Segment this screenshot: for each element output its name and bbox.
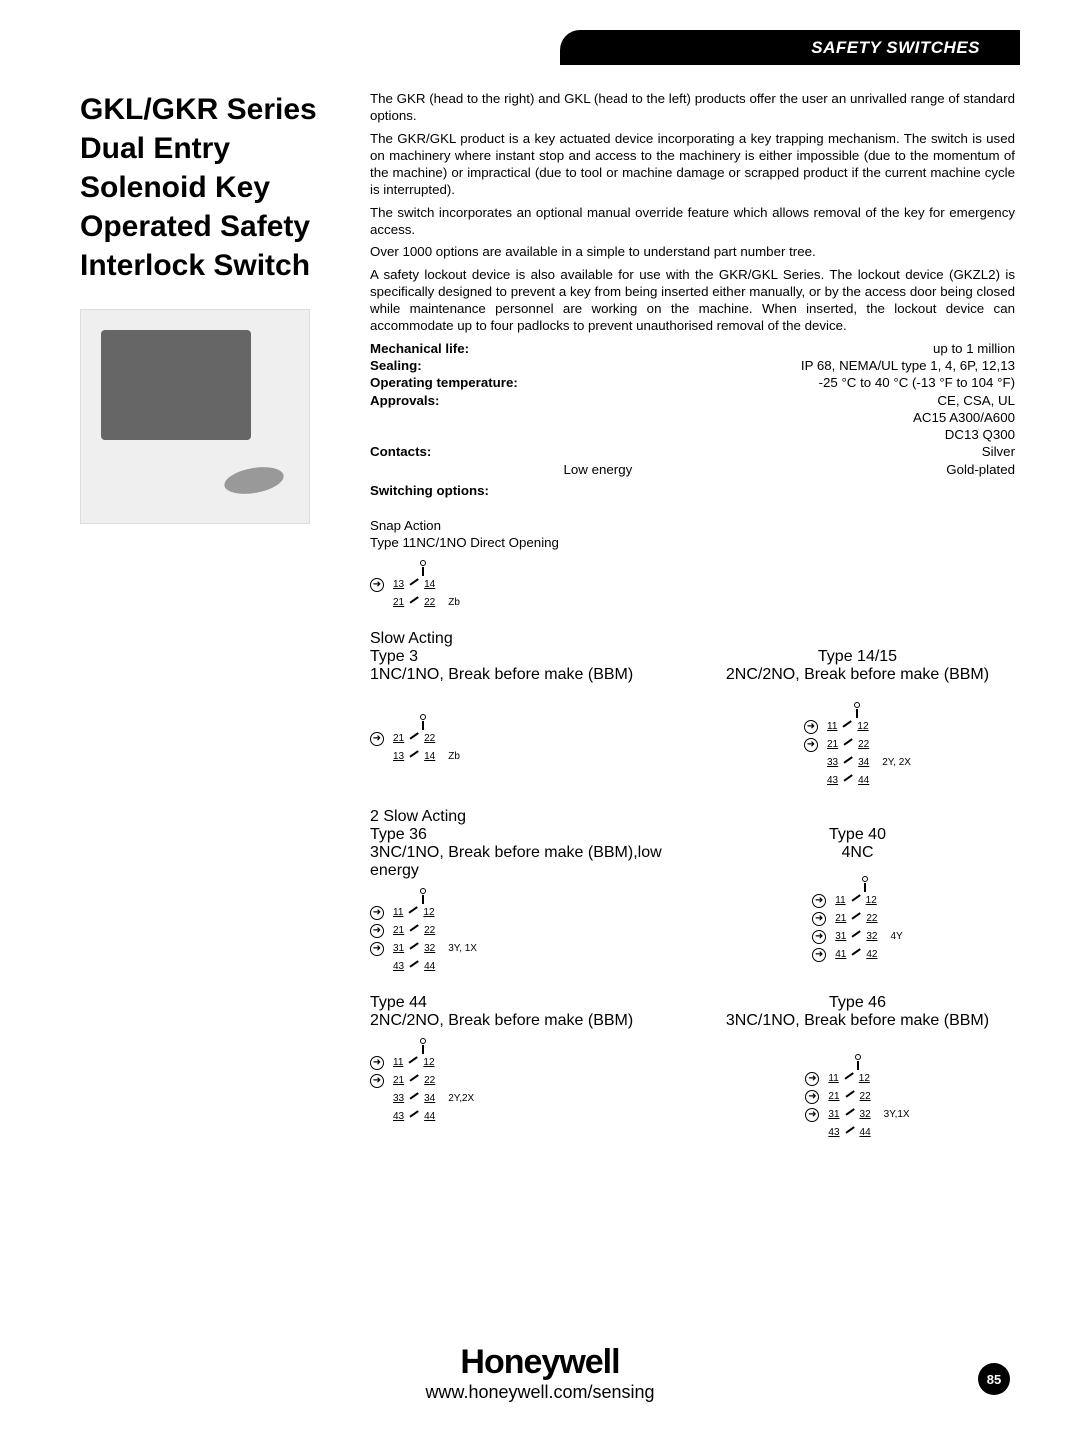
spec-approvals-line3: DC13 Q300 [370, 426, 1015, 443]
brand-logo-text: Honeywell [0, 1343, 1080, 1382]
intro-p5: A safety lockout device is also availabl… [370, 266, 1015, 335]
left-column: GKL/GKR Series Dual Entry Solenoid Key O… [80, 90, 355, 524]
switching-left: Type 44 2NC/2NO, Break before make (BBM)… [370, 994, 670, 1142]
switching-line: 2NC/2NO, Break before make (BBM) [370, 1012, 670, 1030]
page-title: GKL/GKR Series Dual Entry Solenoid Key O… [80, 90, 355, 285]
switching-left: Slow Acting Type 3 1NC/1NO, Break before… [370, 630, 670, 790]
spec-contacts-line2: Low energy Gold-plated [370, 461, 1015, 478]
contact-diagram: ➜21221314Zb [370, 714, 460, 766]
switching-line: Type 11NC/1NO Direct Opening [370, 534, 1015, 551]
spec-approvals: Approvals: CE, CSA, UL [370, 392, 1015, 409]
switching-line: 4NC [700, 844, 1015, 862]
spec-value: DC13 Q300 [945, 426, 1015, 443]
switching-options-label: Switching options: [370, 482, 1015, 499]
spec-mechanical-life: Mechanical life: up to 1 million [370, 340, 1015, 357]
spec-label: Sealing: [370, 357, 422, 374]
spec-value: -25 °C to 40 °C (-13 °F to 104 °F) [819, 374, 1015, 391]
intro-p2: The GKR/GKL product is a key actuated de… [370, 130, 1015, 199]
switching-line: Type 40 [700, 826, 1015, 844]
contact-diagram: ➜1112➜2122➜31323Y,1X4344 [805, 1054, 909, 1142]
switching-pair-2: 2 Slow Acting Type 36 3NC/1NO, Break bef… [370, 808, 1015, 976]
switching-line: 2NC/2NO, Break before make (BBM) [700, 666, 1015, 684]
spec-label: Contacts: [370, 443, 431, 460]
switching-line: Type 46 [700, 994, 1015, 1012]
contact-diagram: ➜1112➜2122➜31323Y, 1X4344 [370, 888, 477, 976]
footer: Honeywell www.honeywell.com/sensing [0, 1343, 1080, 1403]
spec-value: up to 1 million [933, 340, 1015, 357]
spec-operating-temperature: Operating temperature: -25 °C to 40 °C (… [370, 374, 1015, 391]
switching-pair-3: Type 44 2NC/2NO, Break before make (BBM)… [370, 994, 1015, 1142]
switching-right: Type 14/15 2NC/2NO, Break before make (B… [700, 630, 1015, 790]
spec-sealing: Sealing: IP 68, NEMA/UL type 1, 4, 6P, 1… [370, 357, 1015, 374]
header-category-text: SAFETY SWITCHES [811, 38, 980, 58]
spec-label: Mechanical life: [370, 340, 469, 357]
switching-pair-1: Slow Acting Type 3 1NC/1NO, Break before… [370, 630, 1015, 790]
spec-value-left: Low energy [564, 461, 633, 478]
spec-value: Silver [982, 443, 1015, 460]
page-number: 85 [987, 1372, 1001, 1387]
spec-label: Operating temperature: [370, 374, 518, 391]
spec-value: AC15 A300/A600 [913, 409, 1015, 426]
product-photo [80, 309, 310, 524]
spec-contacts: Contacts: Silver [370, 443, 1015, 460]
spec-value-right: Gold-plated [946, 461, 1015, 478]
switching-line: Snap Action [370, 517, 1015, 534]
page-number-badge: 85 [978, 1363, 1010, 1395]
switching-line: 3NC/1NO, Break before make (BBM),low ene… [370, 844, 670, 880]
switching-line: Type 44 [370, 994, 670, 1012]
spec-approvals-line2: AC15 A300/A600 [370, 409, 1015, 426]
switching-left: 2 Slow Acting Type 36 3NC/1NO, Break bef… [370, 808, 670, 976]
intro-p3: The switch incorporates an optional manu… [370, 204, 1015, 239]
spec-value: CE, CSA, UL [937, 392, 1015, 409]
spec-label: Approvals: [370, 392, 439, 409]
switching-line: 1NC/1NO, Break before make (BBM) [370, 666, 670, 684]
switching-snap-action: Snap Action Type 11NC/1NO Direct Opening… [370, 517, 1015, 612]
switching-right: Type 40 4NC ➜1112➜2122➜31324Y➜4142 [700, 808, 1015, 976]
page-content: GKL/GKR Series Dual Entry Solenoid Key O… [80, 90, 1015, 1142]
contact-diagram: ➜1112➜2122➜31324Y➜4142 [812, 876, 902, 964]
header-category-band: SAFETY SWITCHES [560, 30, 1020, 65]
switching-line: Slow Acting [370, 630, 670, 648]
switching-right: Type 46 3NC/1NO, Break before make (BBM)… [700, 994, 1015, 1142]
footer-url: www.honeywell.com/sensing [0, 1382, 1080, 1403]
switching-line: 2 Slow Acting [370, 808, 670, 826]
spec-value: IP 68, NEMA/UL type 1, 4, 6P, 12,13 [801, 357, 1015, 374]
intro-p4: Over 1000 options are available in a sim… [370, 243, 1015, 260]
contact-diagram: ➜1112➜212233342Y,2X4344 [370, 1038, 474, 1126]
right-column: The GKR (head to the right) and GKL (hea… [370, 90, 1015, 1142]
switching-line: Type 36 [370, 826, 670, 844]
switching-line: Type 14/15 [700, 648, 1015, 666]
contact-diagram: ➜13142122Zb [370, 560, 460, 612]
contact-diagram: ➜1112➜212233342Y, 2X4344 [804, 702, 911, 790]
intro-p1: The GKR (head to the right) and GKL (hea… [370, 90, 1015, 125]
switching-line: Type 3 [370, 648, 670, 666]
switching-line: 3NC/1NO, Break before make (BBM) [700, 1012, 1015, 1030]
